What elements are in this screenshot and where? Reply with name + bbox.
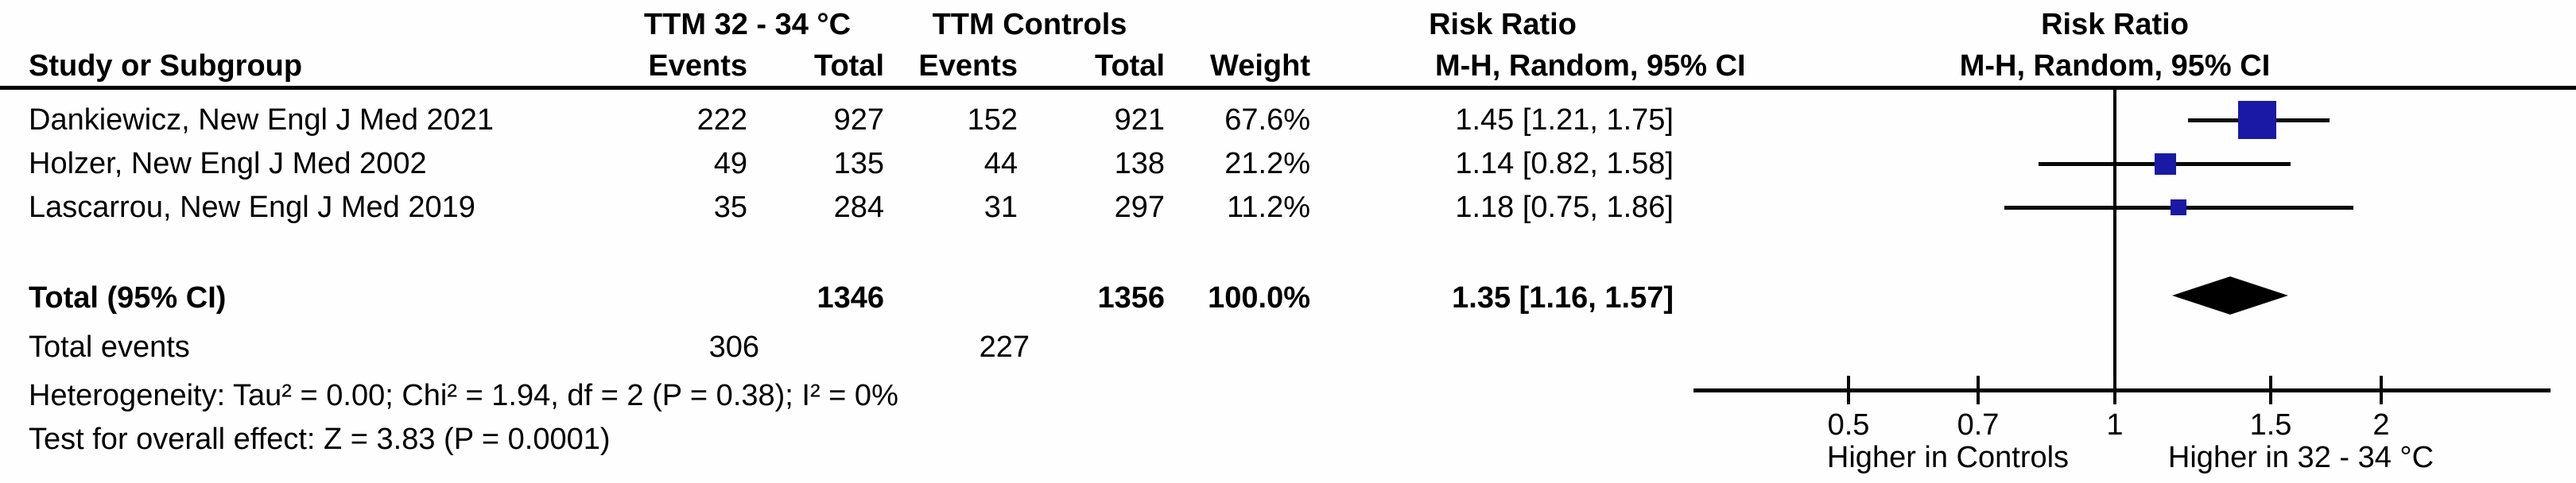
- events2-col-header: Events: [918, 49, 1018, 83]
- study-total-exp: 135: [833, 147, 884, 180]
- study-rr-ci: 1.18 [0.75, 1.86]: [1455, 191, 1674, 224]
- study-events-exp: 222: [696, 103, 747, 137]
- total2-col-header: Total: [1095, 49, 1165, 83]
- total1-col-header: Total: [814, 49, 884, 83]
- events1-col-header: Events: [648, 49, 747, 83]
- plot-header-line1: Risk Ratio: [2041, 8, 2189, 41]
- axis-tick-label: 2: [2372, 408, 2390, 442]
- study-rr-ci: 1.45 [1.21, 1.75]: [1455, 103, 1674, 137]
- study-name: Lascarrou, New Engl J Med 2019: [29, 191, 475, 224]
- study-total-ctrl: 921: [1114, 103, 1165, 137]
- overall-effect-text: Test for overall effect: Z = 3.83 (P = 0…: [29, 423, 611, 456]
- axis-tick-label: 0.7: [1957, 408, 2000, 442]
- study-total-exp: 927: [833, 103, 884, 137]
- effect-square: [2238, 101, 2276, 139]
- total-events-label: Total events: [29, 330, 190, 364]
- heterogeneity-text: Heterogeneity: Tau² = 0.00; Chi² = 1.94,…: [29, 379, 898, 412]
- axis-tick: [1847, 376, 1850, 404]
- study-events-ctrl: 44: [983, 147, 1018, 180]
- axis-tick: [1977, 376, 1980, 404]
- axis-label-left: Higher in Controls: [1826, 441, 2070, 474]
- study-weight: 11.2%: [1227, 191, 1310, 224]
- study-rr-ci: 1.14 [0.82, 1.58]: [1455, 147, 1674, 180]
- study-total-ctrl: 138: [1114, 147, 1165, 180]
- axis-label-right: Higher in 32 - 34 °C: [2167, 441, 2434, 474]
- group1-header: TTM 32 - 34 °C: [643, 8, 852, 41]
- axis-tick-label: 1: [2106, 408, 2124, 442]
- study-events-exp: 35: [713, 191, 747, 224]
- effect-square: [2171, 199, 2186, 215]
- plot-header-line2: M-H, Random, 95% CI: [1959, 49, 2271, 83]
- axis-tick-label: 1.5: [2249, 408, 2292, 442]
- total-events-ctrl: 227: [979, 330, 1030, 364]
- study-events-ctrl: 152: [967, 103, 1018, 137]
- total-row-total2: 1356: [1097, 281, 1165, 315]
- rr-text-col-header-line1: Risk Ratio: [1429, 8, 1577, 41]
- study-weight: 67.6%: [1224, 103, 1310, 137]
- effect-square: [2155, 153, 2176, 175]
- total-row-total1: 1346: [817, 281, 884, 315]
- study-col-header: Study or Subgroup: [29, 49, 303, 83]
- total-row-label: Total (95% CI): [29, 281, 227, 315]
- axis-tick-label: 0.5: [1827, 408, 1870, 442]
- study-weight: 21.2%: [1224, 147, 1310, 180]
- study-name: Dankiewicz, New Engl J Med 2021: [29, 103, 495, 137]
- axis-tick: [2380, 376, 2383, 404]
- weight-col-header: Weight: [1210, 49, 1310, 83]
- total-events-exp: 306: [708, 330, 759, 364]
- total-row-weight: 100.0%: [1208, 281, 1310, 315]
- header-rule: [0, 86, 2576, 90]
- study-name: Holzer, New Engl J Med 2002: [29, 147, 427, 180]
- rr-text-col-header-line2: M-H, Random, 95% CI: [1435, 49, 1746, 83]
- study-total-exp: 284: [833, 191, 884, 224]
- axis-tick: [2269, 376, 2272, 404]
- group2-header: TTM Controls: [932, 8, 1127, 41]
- total-row-rr-ci: 1.35 [1.16, 1.57]: [1452, 281, 1674, 315]
- study-events-ctrl: 31: [983, 191, 1018, 224]
- null-effect-line: [2113, 90, 2116, 390]
- x-axis-line: [1693, 388, 2551, 392]
- study-total-ctrl: 297: [1114, 191, 1165, 224]
- study-events-exp: 49: [713, 147, 747, 180]
- total-effect-diamond: [2172, 276, 2288, 315]
- axis-tick: [2113, 376, 2116, 404]
